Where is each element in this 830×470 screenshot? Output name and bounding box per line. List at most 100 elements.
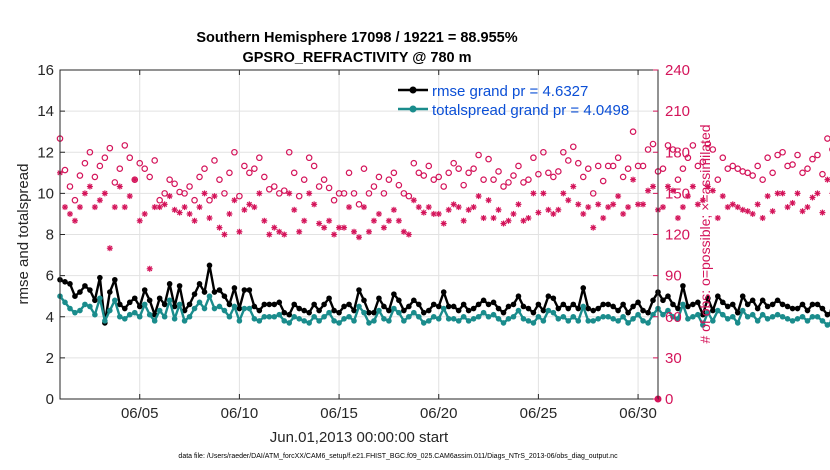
- rmse-point: [251, 303, 258, 310]
- asterisk-stroke: [221, 231, 228, 238]
- rmse-point: [744, 301, 751, 308]
- asterisk-stroke: [401, 229, 407, 235]
- rmse-point: [376, 295, 382, 302]
- obs-possible-point: [659, 165, 667, 173]
- totalspread-point: [371, 318, 377, 324]
- asterisk-stroke: [590, 225, 596, 231]
- obs-assimilated-point: [555, 206, 562, 213]
- rmse-point: [749, 297, 756, 304]
- totalspread-point: [231, 303, 238, 310]
- obs-assimilated-point: [575, 201, 582, 208]
- totalspread-point: [555, 316, 562, 322]
- rmse-point: [420, 309, 427, 316]
- rmse-point: [600, 301, 606, 308]
- obs-assimilated-point: [216, 224, 223, 231]
- asterisk-stroke: [137, 218, 143, 224]
- rmse-point: [356, 287, 362, 293]
- obs-possible-point: [241, 162, 248, 170]
- asterisk-stroke: [451, 201, 457, 207]
- totalspread-point: [635, 311, 641, 318]
- asterisk-stroke: [286, 190, 292, 196]
- obs-possible-point: [505, 179, 512, 186]
- obs-possible-point: [270, 183, 278, 190]
- obs-possible-point: [300, 176, 308, 183]
- rmse-point: [480, 297, 487, 304]
- rmse-point: [510, 301, 517, 308]
- obs-assimilated-point: [535, 209, 542, 216]
- totalspread-point: [540, 318, 547, 324]
- totalspread-point: [734, 320, 741, 326]
- obs-assimilated-point: [271, 224, 278, 231]
- asterisk-stroke: [456, 204, 462, 210]
- obs-possible-point: [315, 183, 323, 190]
- totalspread-point: [296, 316, 303, 322]
- totalspread-point: [749, 311, 756, 318]
- asterisk-stroke: [755, 201, 761, 207]
- rmse-point: [97, 274, 103, 281]
- obs-possible-point: [824, 135, 830, 142]
- obs-assimilated-point: [590, 224, 597, 231]
- asterisk-stroke: [246, 201, 252, 207]
- obs-assimilated-point: [530, 190, 537, 197]
- obs-assimilated-point: [445, 206, 452, 213]
- obs-possible-point: [405, 192, 413, 200]
- rmse-point: [450, 303, 457, 310]
- obs-possible-point: [614, 154, 622, 162]
- obs-possible-point: [550, 173, 557, 181]
- asterisk-stroke: [167, 193, 173, 199]
- obs-assimilated-point: [286, 190, 293, 197]
- y-tick-label-2: 4: [46, 309, 54, 326]
- obs-assimilated-point: [176, 209, 183, 216]
- obs-possible-point: [181, 190, 188, 197]
- obs-assimilated-point: [645, 187, 652, 194]
- rmse-point: [615, 307, 621, 314]
- totalspread-point: [346, 313, 352, 320]
- rmse-point: [326, 295, 332, 302]
- y-right-tick-label-5: 150: [665, 185, 690, 202]
- totalspread-point: [660, 311, 666, 318]
- rmse-point: [455, 307, 462, 314]
- asterisk-stroke: [600, 215, 606, 221]
- obs-assimilated-point: [759, 215, 766, 222]
- asterisk-stroke: [735, 204, 741, 210]
- obs-assimilated-point: [674, 215, 681, 222]
- asterisk-stroke: [789, 200, 796, 206]
- obs-assimilated-point: [779, 190, 786, 197]
- totalspread-point: [744, 313, 751, 320]
- asterisk-stroke: [705, 183, 711, 190]
- asterisk-stroke: [271, 225, 277, 231]
- obs-assimilated-point: [251, 204, 258, 211]
- rmse-point: [575, 305, 582, 312]
- obs-assimilated-point: [739, 206, 746, 213]
- asterisk-stroke: [799, 208, 806, 214]
- chart-subtitle: GPSRO_REFRACTIVITY @ 780 m: [242, 50, 471, 66]
- obs-possible-point: [435, 173, 443, 181]
- obs-assimilated-point: [455, 204, 462, 211]
- totalspread-point: [784, 316, 791, 322]
- obs-possible-point: [285, 148, 293, 156]
- asterisk-stroke: [585, 204, 591, 210]
- asterisk-stroke: [500, 220, 507, 227]
- totalspread-point: [645, 320, 651, 326]
- rmse-point: [530, 309, 537, 316]
- obs-assimilated-point: [714, 215, 721, 222]
- asterisk-stroke: [431, 211, 437, 217]
- totalspread-point: [366, 320, 372, 326]
- obs-possible-point: [350, 190, 358, 197]
- y-right-tick-label-4: 120: [665, 227, 690, 244]
- asterisk-stroke: [386, 218, 392, 224]
- obs-assimilated-point: [226, 210, 233, 217]
- rmse-point: [241, 287, 248, 293]
- rmse-point: [311, 301, 317, 308]
- rmse-point: [381, 303, 387, 310]
- totalspread-point: [799, 313, 806, 320]
- totalspread-point: [396, 309, 402, 316]
- obs-possible-point: [111, 179, 119, 186]
- rmse-point: [550, 295, 557, 302]
- rmse-point: [580, 285, 587, 291]
- rmse-point: [261, 301, 268, 308]
- obs-possible-point: [530, 154, 537, 162]
- rmse-point: [166, 281, 173, 287]
- asterisk-stroke: [760, 215, 766, 221]
- asterisk-stroke: [794, 190, 801, 196]
